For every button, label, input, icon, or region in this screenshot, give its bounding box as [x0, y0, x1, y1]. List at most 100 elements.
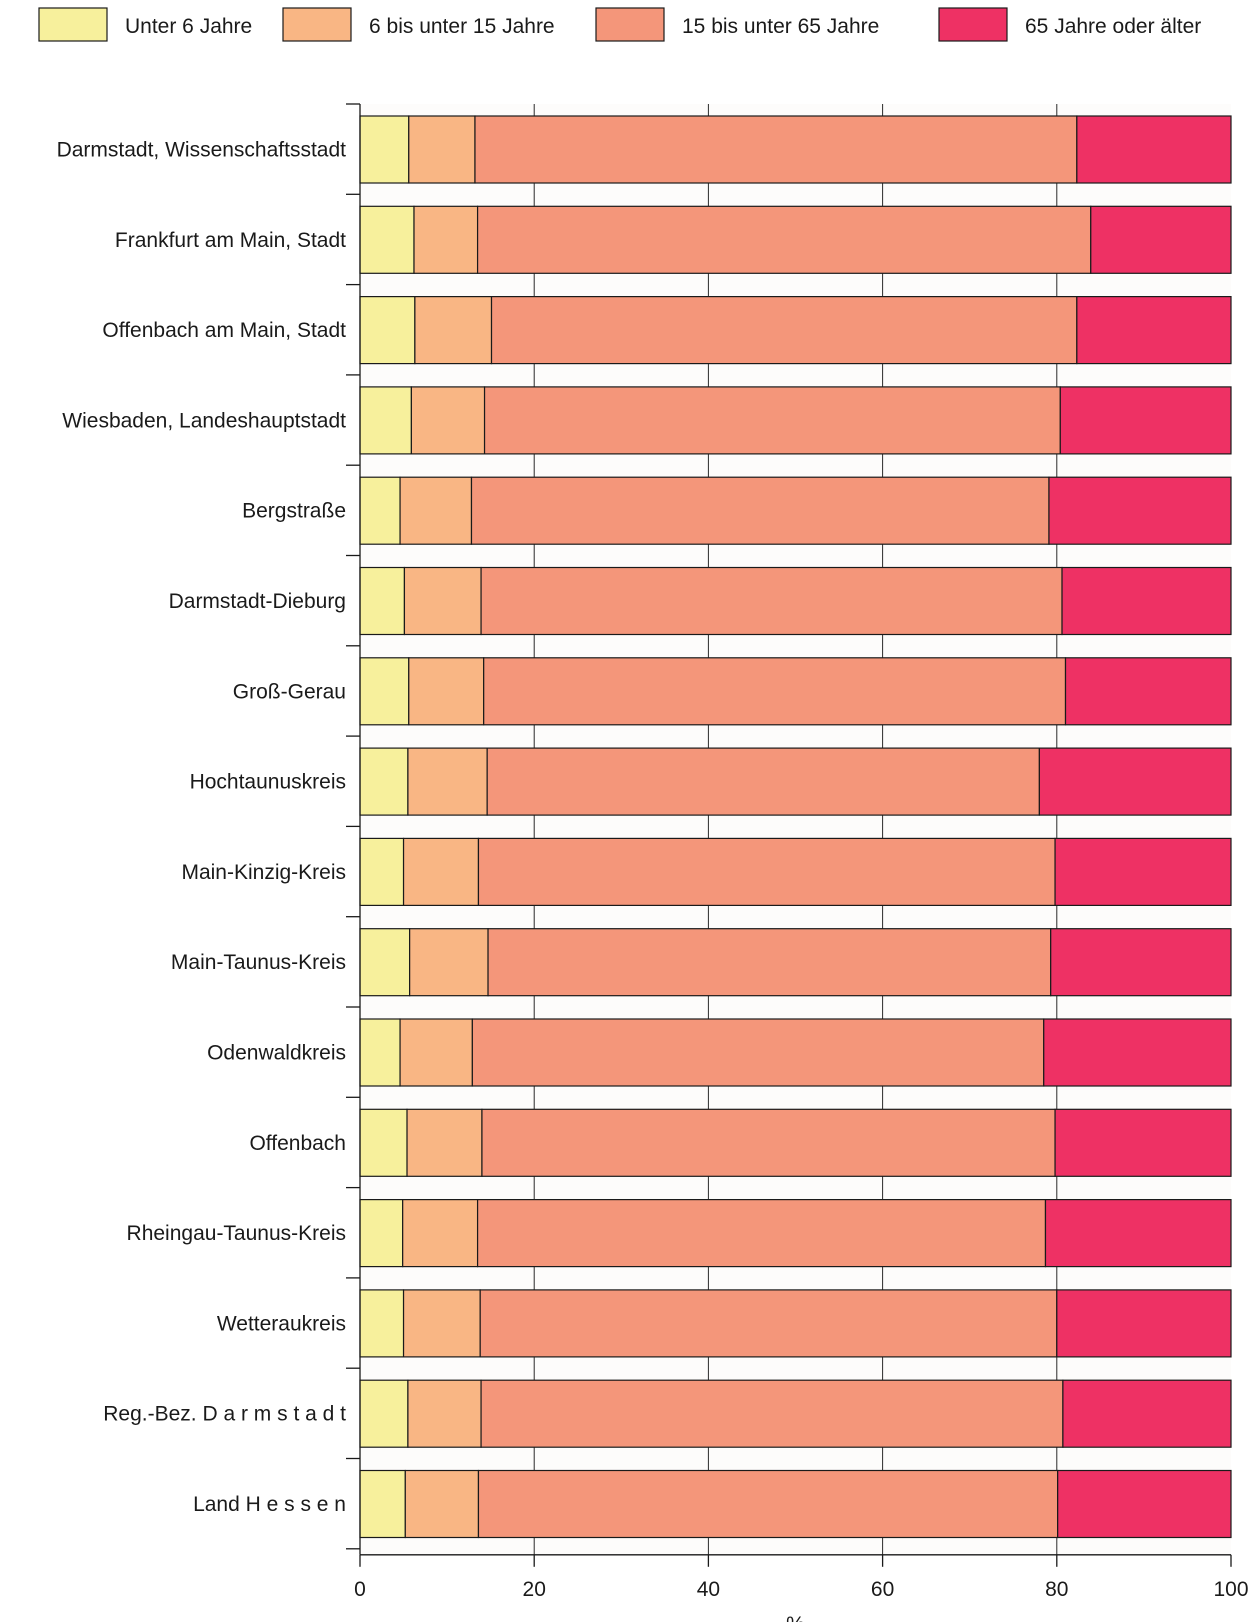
bar-segment-14-series-4 — [1056, 1289, 1232, 1358]
bar-segment-4-series-1 — [359, 386, 412, 455]
bar-segment-10-series-3 — [487, 928, 1052, 997]
bar-segment-15-series-2 — [407, 1379, 482, 1448]
bar-segment-16-series-4 — [1057, 1469, 1232, 1539]
bar-segment-16-series-3 — [477, 1469, 1059, 1539]
bar-segment-8-series-4 — [1038, 747, 1232, 816]
bar-segment-3-series-1 — [359, 296, 416, 365]
x-axis-title: % — [786, 1613, 805, 1622]
bar-segment-1-series-2 — [408, 115, 476, 184]
bar-segment-11-series-1 — [359, 1018, 401, 1087]
x-tick-label: 40 — [697, 1578, 720, 1601]
bar-segment-12-series-2 — [406, 1108, 483, 1177]
x-tick-label: 80 — [1045, 1578, 1068, 1601]
bar-segment-6-series-1 — [359, 566, 406, 636]
bar-segment-5-series-3 — [470, 476, 1050, 545]
bar-segment-3-series-2 — [414, 296, 493, 365]
legend-swatch-1 — [38, 7, 108, 42]
bar-segment-3-series-4 — [1076, 296, 1232, 365]
legend-label: 65 Jahre oder älter — [1025, 15, 1201, 38]
bar-segment-13-series-2 — [402, 1198, 479, 1268]
bar-segment-9-series-3 — [477, 837, 1056, 907]
bar-segment-9-series-1 — [359, 837, 405, 907]
bar-segment-12-series-1 — [359, 1108, 408, 1177]
bar-segment-11-series-4 — [1043, 1018, 1232, 1087]
x-tick-label: 20 — [523, 1578, 546, 1601]
bar-segment-5-series-2 — [399, 476, 473, 545]
bar-segment-10-series-4 — [1050, 928, 1232, 997]
bar-segment-15-series-1 — [359, 1379, 409, 1448]
bar-segment-3-series-3 — [490, 296, 1078, 365]
category-label: Offenbach am Main, Stadt — [102, 319, 346, 342]
legend-swatch-3 — [595, 7, 665, 42]
bar-segment-4-series-3 — [483, 386, 1061, 455]
category-label: Wiesbaden, Landeshauptstadt — [62, 409, 346, 432]
bar-segment-4-series-4 — [1059, 386, 1232, 455]
bar-segment-6-series-3 — [480, 566, 1063, 636]
category-label: Rheingau-Taunus-Kreis — [127, 1222, 346, 1245]
bar-segment-11-series-3 — [471, 1018, 1045, 1087]
category-label: Bergstraße — [242, 500, 346, 523]
bar-segment-14-series-1 — [359, 1289, 405, 1358]
bar-segment-5-series-1 — [359, 476, 401, 545]
legend: Unter 6 Jahre 6 bis unter 15 Jahre 15 bis … — [38, 7, 1201, 42]
legend-label: 6 bis unter 15 Jahre — [369, 15, 555, 38]
category-label: Groß-Gerau — [233, 680, 346, 703]
bar-segment-2-series-3 — [476, 205, 1092, 274]
bar-segment-15-series-4 — [1062, 1379, 1232, 1448]
bar-segment-1-series-3 — [474, 115, 1078, 184]
bar-segment-7-series-2 — [408, 657, 485, 726]
bar-segment-14-series-2 — [402, 1289, 481, 1358]
bar-segment-13-series-1 — [359, 1198, 404, 1268]
category-label: Main-Taunus-Kreis — [171, 951, 346, 974]
bar-segment-6-series-2 — [403, 566, 482, 636]
legend-swatch-2 — [282, 7, 352, 42]
axes — [346, 103, 1232, 1567]
bars — [359, 115, 1232, 1539]
bar-segment-16-series-1 — [359, 1469, 406, 1539]
bar-segment-8-series-2 — [407, 747, 488, 816]
x-tick-label: 60 — [871, 1578, 894, 1601]
bar-segment-1-series-1 — [359, 115, 410, 184]
bar-segment-2-series-1 — [359, 205, 415, 274]
bar-segment-6-series-4 — [1061, 566, 1232, 636]
category-label: Wetteraukreis — [217, 1312, 346, 1335]
bar-segment-7-series-3 — [483, 657, 1067, 726]
bar-segment-9-series-4 — [1054, 837, 1232, 907]
bar-segment-9-series-2 — [402, 837, 480, 907]
bar-segment-4-series-2 — [410, 386, 486, 455]
bar-segment-13-series-3 — [476, 1198, 1047, 1268]
category-labels: Darmstadt, Wissenschaftsstadt Frankfurt a… — [57, 139, 347, 1517]
category-label: Hochtaunuskreis — [190, 771, 346, 794]
bar-segment-16-series-2 — [404, 1469, 480, 1539]
bar-segment-5-series-4 — [1048, 476, 1232, 545]
x-tick-label: 100 — [1213, 1578, 1248, 1601]
category-label: Darmstadt, Wissenschaftsstadt — [57, 139, 347, 162]
bar-segment-15-series-3 — [480, 1379, 1064, 1448]
category-label: Darmstadt-Dieburg — [169, 590, 346, 613]
bar-segment-7-series-4 — [1064, 657, 1232, 726]
bar-segment-2-series-4 — [1090, 205, 1232, 274]
x-tick-labels: 0 20 40 60 80 100 — [354, 1578, 1248, 1601]
bar-segment-12-series-3 — [481, 1108, 1056, 1177]
legend-label: Unter 6 Jahre — [125, 15, 252, 38]
legend-swatch-4 — [938, 7, 1008, 42]
category-label: Odenwaldkreis — [207, 1042, 346, 1065]
bar-segment-8-series-1 — [359, 747, 409, 816]
bar-segment-1-series-4 — [1076, 115, 1232, 184]
bar-segment-7-series-1 — [359, 657, 410, 726]
bar-segment-13-series-4 — [1044, 1198, 1232, 1268]
bar-segment-10-series-2 — [409, 928, 489, 997]
category-label: Offenbach — [249, 1132, 346, 1155]
category-label: Frankfurt am Main, Stadt — [115, 229, 346, 252]
bar-segment-14-series-3 — [479, 1289, 1058, 1358]
bar-segment-2-series-2 — [413, 205, 479, 274]
bar-segment-11-series-2 — [399, 1018, 473, 1087]
bar-segment-8-series-3 — [486, 747, 1040, 816]
category-label: Reg.-Bez. D a r m s t a d t — [103, 1403, 346, 1426]
legend-label: 15 bis unter 65 Jahre — [682, 15, 879, 38]
bar-segment-10-series-1 — [359, 928, 411, 997]
category-label: Main-Kinzig-Kreis — [181, 861, 346, 884]
bar-segment-12-series-4 — [1054, 1108, 1232, 1177]
x-tick-label: 0 — [354, 1578, 366, 1601]
